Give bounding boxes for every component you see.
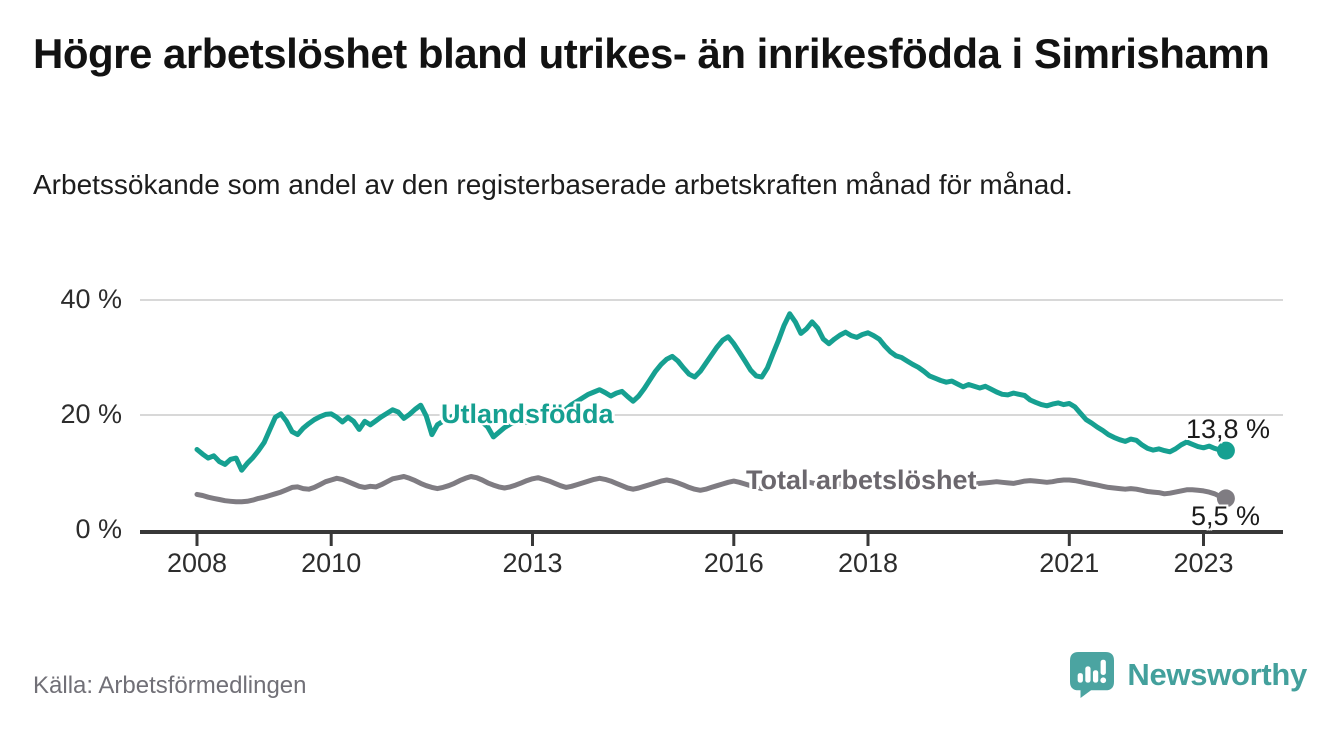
end-value-label-utlandsfodda: 13,8 %: [1185, 413, 1270, 444]
logo-bar-3: [1093, 670, 1099, 683]
newsworthy-icon: [1070, 652, 1115, 698]
series-line-total: [194, 474, 1229, 505]
series-line-utlandsfodda: [194, 311, 1229, 473]
x-tick-label-2016: 2016: [703, 548, 764, 578]
logo-bar-2: [1085, 666, 1091, 683]
x-tick-label-2013: 2013: [502, 548, 563, 578]
logo-bar-1: [1078, 673, 1084, 683]
x-tick-label-2023: 2023: [1173, 548, 1234, 578]
y-tick-label-20: 20 %: [60, 399, 122, 429]
logo-exclamation-dot: [1100, 677, 1107, 684]
speech-bubble-shape: [1070, 652, 1115, 698]
end-dot-total: [1216, 489, 1235, 508]
series-label-total-arbetsloshet: Total arbetslöshet: [746, 465, 977, 495]
end-value-label-total: 5,5 %: [1190, 501, 1260, 532]
logo-exclamation-bar: [1100, 659, 1107, 675]
y-tick-label-0: 0 %: [75, 514, 122, 544]
x-tick-label-2008: 2008: [166, 548, 228, 578]
x-tick-label-2010: 2010: [301, 548, 362, 578]
y-tick-label-40: 40 %: [60, 284, 122, 314]
chart-subtitle: Arbetssökande som andel av den registerb…: [33, 169, 1073, 200]
x-tick-label-2018: 2018: [837, 548, 899, 578]
source-credit: Källa: Arbetsförmedlingen: [33, 672, 307, 699]
series-label-utlandsfodda: Utlandsfödda: [441, 399, 614, 429]
page-title: Högre arbetslöshet bland utrikes- än inr…: [33, 30, 1270, 77]
x-tick-label-2021: 2021: [1039, 548, 1100, 578]
newsworthy-logo: Newsworthy: [1070, 651, 1307, 699]
newsworthy-wordmark: Newsworthy: [1127, 657, 1307, 692]
end-dot-utlandsfodda: [1216, 441, 1235, 460]
